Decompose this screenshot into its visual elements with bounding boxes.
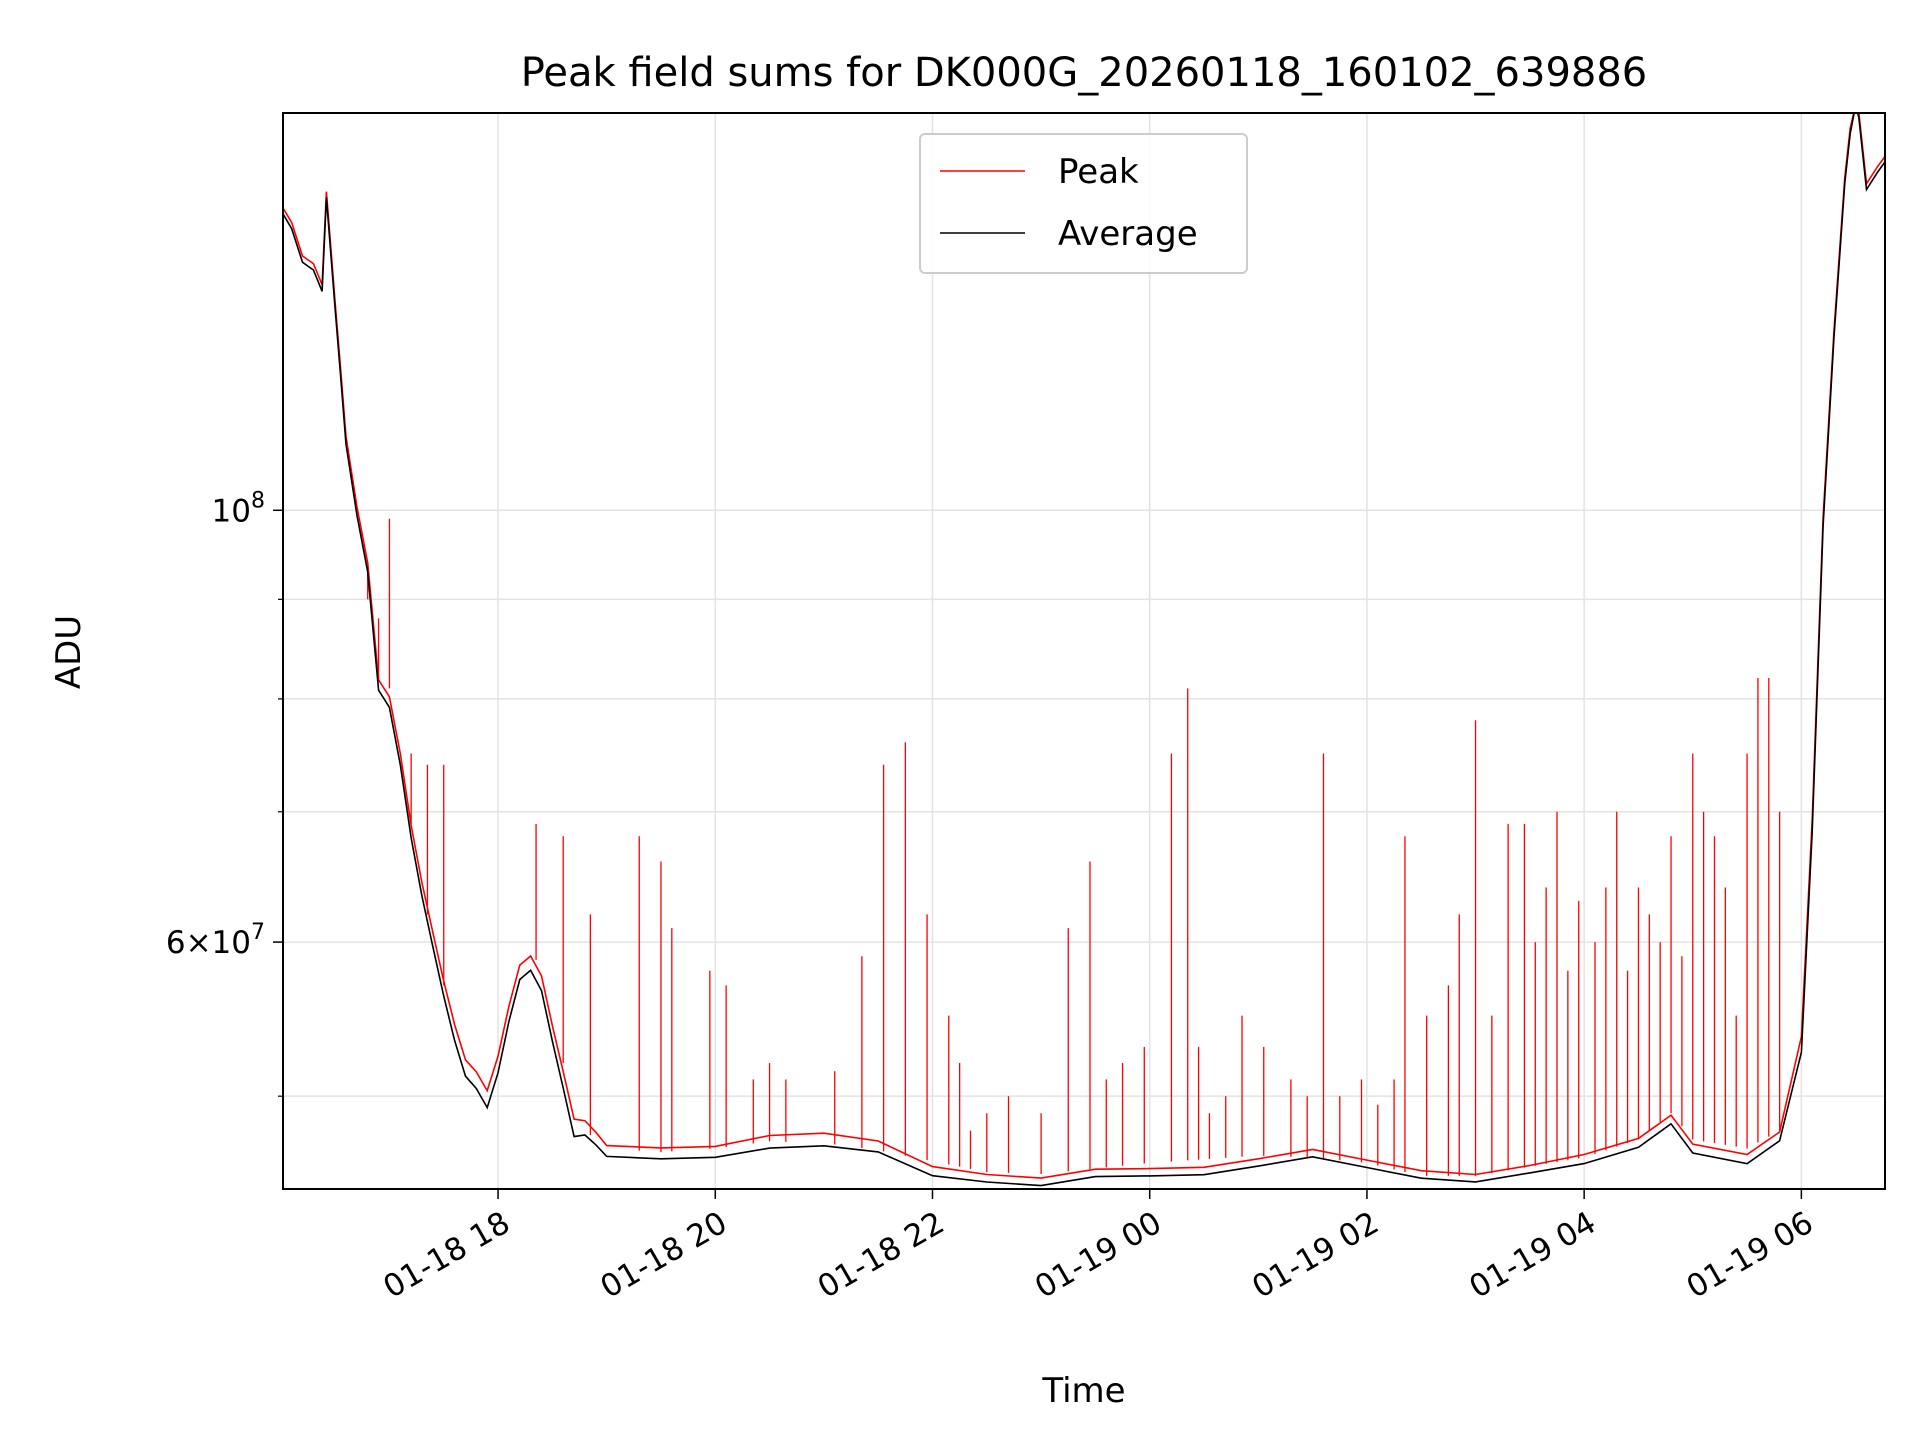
plot-frame — [282, 112, 1886, 1190]
y-tick-label-0: 108 — [212, 488, 265, 529]
y-axis-label: ADU — [49, 615, 89, 689]
y-axis: 108 6×107 — [166, 488, 283, 1097]
series-average-line — [283, 113, 1885, 1187]
x-axis-label: Time — [1041, 1371, 1125, 1411]
legend-box — [919, 133, 1248, 274]
grid — [283, 113, 1885, 1189]
legend: Peak Average — [919, 133, 1248, 274]
y-tick-label-1: 6×107 — [166, 920, 265, 961]
chart-title: Peak field sums for DK000G_20260118_1601… — [521, 50, 1648, 96]
legend-label-peak: Peak — [1058, 152, 1139, 192]
series-layer — [283, 113, 1885, 1187]
legend-label-average: Average — [1058, 214, 1198, 254]
